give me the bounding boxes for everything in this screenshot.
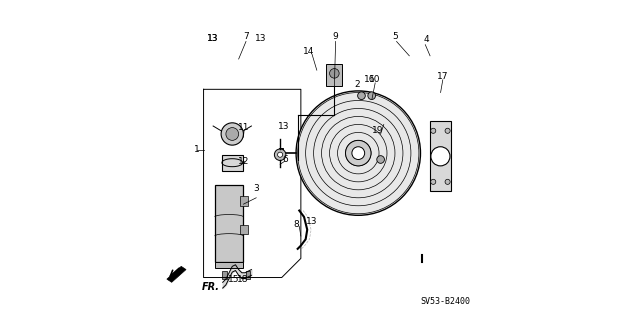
Bar bbox=[326, 64, 342, 86]
Circle shape bbox=[330, 69, 339, 78]
Text: 18: 18 bbox=[237, 275, 248, 284]
Bar bbox=[240, 196, 248, 206]
Text: 7: 7 bbox=[243, 32, 249, 41]
Text: 9: 9 bbox=[333, 32, 339, 41]
Text: 3: 3 bbox=[253, 184, 259, 193]
Bar bbox=[215, 185, 243, 262]
Text: 8: 8 bbox=[293, 220, 299, 229]
Circle shape bbox=[431, 147, 450, 166]
Text: 5: 5 bbox=[392, 32, 398, 41]
Text: 13: 13 bbox=[255, 34, 267, 43]
Circle shape bbox=[445, 179, 450, 184]
Circle shape bbox=[445, 128, 450, 133]
Text: 2: 2 bbox=[354, 80, 360, 89]
Circle shape bbox=[346, 140, 371, 166]
Text: FR.: FR. bbox=[202, 282, 220, 292]
Text: 11: 11 bbox=[238, 123, 250, 132]
Polygon shape bbox=[167, 266, 186, 282]
Circle shape bbox=[221, 123, 243, 145]
Bar bbox=[246, 271, 250, 279]
Bar bbox=[215, 262, 243, 268]
Circle shape bbox=[275, 149, 286, 160]
Text: 12: 12 bbox=[238, 157, 250, 166]
Text: 13: 13 bbox=[278, 122, 289, 130]
Circle shape bbox=[296, 91, 420, 215]
Text: SV53-B2400: SV53-B2400 bbox=[420, 297, 470, 306]
Text: 13: 13 bbox=[207, 34, 219, 43]
Text: 17: 17 bbox=[437, 72, 449, 81]
Circle shape bbox=[226, 128, 239, 140]
Text: 19: 19 bbox=[372, 126, 384, 135]
Bar bbox=[222, 155, 243, 171]
Bar bbox=[240, 225, 248, 234]
Circle shape bbox=[358, 92, 365, 100]
Circle shape bbox=[431, 179, 436, 184]
Text: 14: 14 bbox=[303, 47, 314, 56]
Circle shape bbox=[368, 92, 376, 100]
Text: 1: 1 bbox=[195, 145, 200, 154]
Text: 4: 4 bbox=[424, 35, 429, 44]
Circle shape bbox=[431, 128, 436, 133]
Text: 15: 15 bbox=[228, 275, 239, 284]
Circle shape bbox=[377, 156, 385, 163]
Text: 16: 16 bbox=[364, 75, 376, 84]
Circle shape bbox=[278, 152, 283, 157]
Bar bbox=[278, 148, 284, 158]
Bar bbox=[222, 271, 227, 279]
Text: 10: 10 bbox=[369, 75, 381, 84]
Circle shape bbox=[352, 147, 365, 160]
Bar bbox=[430, 121, 451, 191]
Text: 6: 6 bbox=[282, 155, 288, 164]
Text: 13: 13 bbox=[307, 217, 318, 226]
Text: 13: 13 bbox=[207, 34, 219, 43]
